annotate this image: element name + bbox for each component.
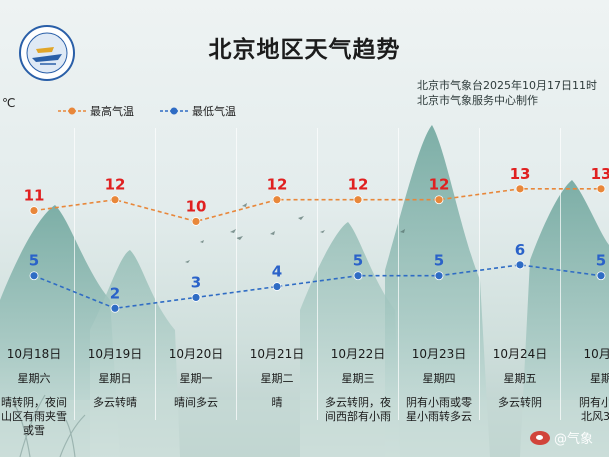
series-line-high (33, 188, 601, 223)
date-label-1: 10月19日 (88, 347, 143, 361)
legend-low-swatch (160, 107, 188, 115)
source-line-1: 北京市气象台2025年10月17日11时 (417, 79, 597, 92)
value-label-high-0: 11 (24, 187, 45, 205)
point-high-6 (515, 184, 525, 194)
legend-low: 最低气温 (160, 103, 236, 119)
page-title: 北京地区天气趋势 (208, 37, 401, 63)
date-label-6: 10月24日 (493, 347, 548, 361)
weekday-label-0: 星期六 (18, 372, 51, 385)
weather-desc-1-0: 多云转晴 (93, 395, 137, 409)
weather-desc-4-0: 多云转阴，夜 (325, 395, 391, 409)
point-low-4 (353, 271, 363, 281)
value-label-low-7: 5 (596, 252, 606, 270)
weekday-label-3: 星期二 (261, 372, 294, 385)
value-label-high-5: 12 (429, 176, 450, 194)
weekday-label-5: 星期四 (423, 372, 456, 385)
point-high-0 (29, 206, 39, 215)
value-label-high-6: 13 (510, 165, 531, 183)
date-label-4: 10月22日 (331, 347, 386, 361)
date-label-7: 10月2 (584, 347, 609, 361)
point-low-0 (29, 271, 39, 281)
weather-bureau-logo (18, 24, 76, 82)
unit-label: ℃ (2, 96, 16, 110)
legend-high: 最高气温 (58, 103, 134, 119)
weather-desc-4-1: 间西部有小雨 (325, 409, 391, 423)
value-label-low-5: 5 (434, 252, 444, 270)
value-label-low-6: 6 (515, 241, 525, 259)
value-label-high-1: 12 (105, 176, 126, 194)
weekday-label-1: 星期日 (99, 372, 132, 385)
legend-high-label: 最高气温 (90, 105, 134, 118)
weather-desc-7-1: 北风3级 (581, 410, 609, 423)
value-label-high-4: 12 (348, 176, 369, 194)
point-low-5 (434, 271, 444, 281)
watermark-text: @气象 (554, 432, 594, 447)
chart-labels: 11 12 10 12 12 12 13 13 5 2 3 4 5 5 6 5 (24, 165, 609, 302)
point-high-5 (434, 195, 444, 205)
value-label-low-0: 5 (29, 252, 39, 270)
weather-desc-0-2: 或雪 (23, 424, 45, 437)
date-label-0: 10月18日 (7, 347, 62, 361)
series-line-low (33, 264, 602, 310)
chart-points (29, 184, 606, 313)
value-label-low-3: 4 (272, 263, 282, 281)
legend-high-swatch (58, 107, 86, 115)
weather-desc-5-1: 星小雨转多云 (406, 409, 472, 423)
weather-desc-6-0: 多云转阴 (498, 395, 542, 409)
source-info: 北京市气象台2025年10月17日11时 北京市气象服务中心制作 (417, 78, 597, 108)
point-low-2 (191, 293, 201, 302)
point-high-3 (272, 195, 282, 205)
point-high-4 (353, 195, 363, 205)
source-line-2: 北京市气象服务中心制作 (417, 94, 538, 107)
watermark: @气象 (530, 428, 593, 447)
weibo-icon (530, 430, 550, 445)
value-label-high-3: 12 (267, 176, 288, 194)
point-low-6 (515, 260, 525, 270)
value-label-high-7: 13 (591, 165, 609, 183)
value-label-high-2: 10 (186, 197, 207, 215)
chart-grid (74, 128, 561, 420)
weather-desc-2-0: 晴间多云 (174, 395, 218, 409)
date-label-5: 10月23日 (412, 347, 467, 361)
weekday-label-2: 星期一 (180, 372, 213, 385)
weather-desc-0-1: 山区有雨夹雪 (1, 409, 67, 423)
point-low-3 (272, 282, 282, 291)
point-high-7 (596, 184, 606, 194)
point-low-7 (596, 271, 606, 281)
value-label-low-2: 3 (191, 273, 201, 291)
legend-low-label: 最低气温 (192, 105, 236, 118)
value-label-low-4: 5 (353, 252, 363, 270)
weather-desc-7-0: 阴有小雨 (579, 395, 609, 409)
weekday-label-7: 星期 (590, 372, 609, 385)
value-label-low-1: 2 (110, 284, 120, 302)
weather-desc-5-0: 阴有小雨或零 (406, 395, 472, 409)
point-low-1 (110, 303, 120, 313)
chart-lines (33, 188, 602, 310)
weather-desc-3-0: 晴 (272, 396, 283, 409)
weekday-label-4: 星期三 (342, 372, 375, 385)
date-label-2: 10月20日 (169, 347, 224, 361)
weather-desc-0-0: 晴转阴，夜间 (1, 395, 67, 409)
point-high-2 (191, 217, 201, 226)
point-high-1 (110, 195, 120, 205)
weekday-label-6: 星期五 (504, 372, 537, 385)
date-label-3: 10月21日 (250, 347, 305, 361)
